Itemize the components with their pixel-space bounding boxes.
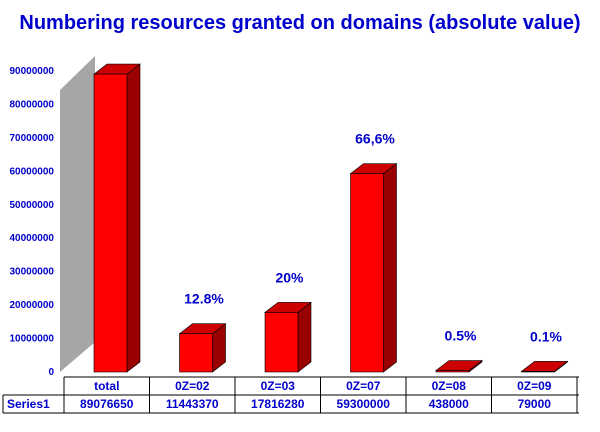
bar-front [179,333,213,373]
bar-0Z=03 [264,301,312,373]
table-value: 17816280 [251,397,305,411]
data-table: Series1 total 89076650 0Z=02 11443370 0Z=03 17… [2,376,579,414]
bar-total [93,63,141,373]
bar-top [435,360,483,371]
y-tick-label: 10000000 [10,334,55,345]
data-label: 0.5% [445,328,477,344]
y-tick-label: 70000000 [10,133,55,144]
table-value: 79000 [518,397,552,411]
data-label: 66,6% [355,131,395,147]
series-name: Series1 [7,397,50,411]
table-value: 438000 [429,397,469,411]
table-value: 59300000 [337,397,391,411]
bar-front [264,312,299,373]
y-tick-label: 80000000 [10,99,55,110]
category-label: 0Z=09 [517,379,552,393]
category-label: 0Z=02 [175,379,210,393]
bar-0Z=09 [520,360,569,373]
y-tick-label: 60000000 [10,166,55,177]
category-label: 0Z=03 [261,379,296,393]
bar-top [520,361,569,372]
back-wall [60,56,95,372]
table-value: 89076650 [80,397,134,411]
bar-0Z=08 [435,359,483,373]
y-tick-label: 0 [48,367,54,378]
bar-front [350,173,384,373]
data-labels: 12.8% 20% 66,6% 0.5% 0.1% [184,131,562,345]
y-tick-label: 20000000 [10,300,55,311]
y-tick-label: 30000000 [10,267,55,278]
y-tick-label: 50000000 [10,200,55,211]
bars [93,63,569,373]
chart-title: Numbering resources granted on domains (… [19,12,580,34]
bar-front [435,370,470,373]
table-value: 11443370 [166,397,219,411]
bar-0Z=02 [178,323,227,373]
bar-side [383,163,397,373]
category-label: 0Z=08 [432,379,467,393]
y-tick-label: 90000000 [10,66,55,77]
data-label: 12.8% [184,291,224,307]
data-label: 0.1% [530,328,562,344]
data-label: 20% [275,269,304,285]
back-wall-shape [60,56,95,372]
y-axis: 0 10000000 20000000 30000000 40000000 5000000… [10,66,55,378]
category-label: total [94,379,119,393]
category-label: 0Z=07 [346,379,381,393]
bar-front [93,73,128,373]
bar-front [521,371,555,373]
bar-0Z=07 [349,163,398,373]
bar-side [126,63,141,373]
y-tick-label: 40000000 [10,233,55,244]
bar-side [297,301,312,373]
